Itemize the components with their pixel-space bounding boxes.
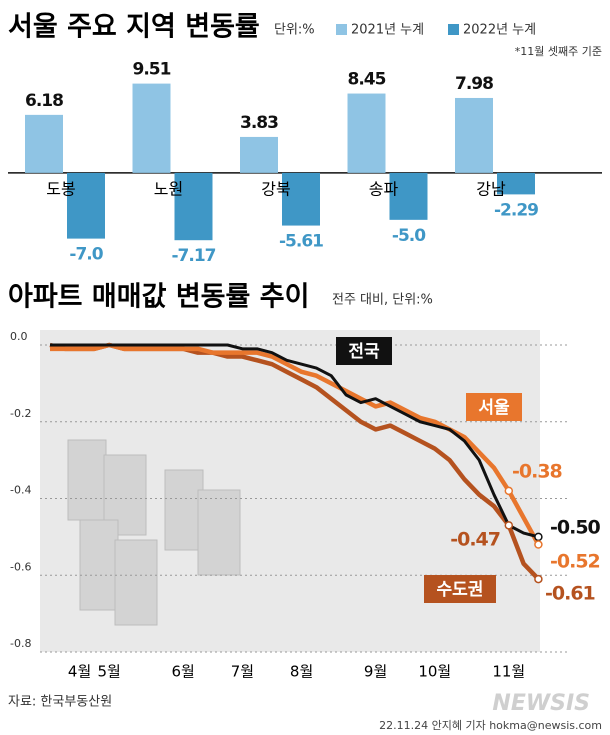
x-tick-label: 강남 xyxy=(476,179,506,198)
value-label: -5.0 xyxy=(392,226,426,246)
legend-box xyxy=(424,575,496,603)
value-label: 8.45 xyxy=(348,70,386,90)
value-label: 6.18 xyxy=(25,91,63,111)
x-tick-label: 노원 xyxy=(154,179,183,198)
watermark: NEWSIS xyxy=(492,691,590,716)
bar xyxy=(240,136,278,173)
y-tick-label: -0.6 xyxy=(10,560,31,573)
building xyxy=(164,469,204,551)
value-label: 9.51 xyxy=(133,60,171,80)
source: 자료: 한국부동산원 xyxy=(8,695,112,710)
legend-label: 2021년 누계 xyxy=(351,23,424,38)
legend-box xyxy=(336,337,392,365)
line xyxy=(50,343,539,539)
x-tick-label: 도봉 xyxy=(46,179,75,198)
x-tick-label: 11월 xyxy=(492,663,525,681)
x-tick-label: 10월 xyxy=(418,663,451,681)
bar xyxy=(497,172,535,195)
credit: 22.11.24 안지혜 기자 hokma@newsis.com xyxy=(379,719,602,732)
x-tick-label: 송파 xyxy=(369,179,399,198)
point xyxy=(534,574,543,584)
chart-title: 서울 주요 지역 변동률 xyxy=(8,12,260,43)
value-label: 7.98 xyxy=(455,74,493,94)
building xyxy=(79,519,119,611)
buildings xyxy=(67,439,241,626)
note: *11월 셋째주 기준 xyxy=(515,45,602,58)
value-label: -7.17 xyxy=(172,246,216,266)
y-tick-label: -0.2 xyxy=(10,407,31,420)
legend-label: 전국 xyxy=(348,342,380,362)
chart-title: 아파트 매매값 변동률 추이 xyxy=(8,282,309,313)
legend-box xyxy=(466,393,522,421)
y-tick-label: 0.0 xyxy=(10,330,28,343)
value-label: -0.38 xyxy=(512,461,563,483)
x-tick-label: 8월 xyxy=(290,663,313,681)
value-label: -0.61 xyxy=(545,583,595,605)
point xyxy=(534,540,543,549)
legend-swatch xyxy=(336,24,347,35)
point xyxy=(504,486,514,496)
point xyxy=(534,532,543,542)
bar xyxy=(282,172,320,226)
value-label: 3.83 xyxy=(240,113,278,133)
x-tick-label: 4월 xyxy=(68,663,91,681)
value-label: -5.61 xyxy=(279,232,323,252)
x-tick-label: 9월 xyxy=(364,663,387,681)
bar xyxy=(67,172,105,239)
point xyxy=(504,521,514,530)
building xyxy=(197,489,241,576)
line xyxy=(50,342,541,546)
legend-label: 수도권 xyxy=(437,580,484,600)
bar xyxy=(347,93,386,173)
legend-label: 서울 xyxy=(478,398,510,418)
unit: 단위:% xyxy=(274,23,315,38)
value-label: -7.0 xyxy=(69,245,103,265)
bar xyxy=(389,172,428,220)
x-tick-label: 7월 xyxy=(231,663,254,681)
value-label: -2.29 xyxy=(494,200,538,220)
legend-label: 2022년 누계 xyxy=(463,23,536,38)
value-label: -0.47 xyxy=(450,529,500,551)
building xyxy=(114,539,158,626)
legend-swatch xyxy=(448,24,459,35)
building xyxy=(67,439,107,521)
y-tick-label: -0.4 xyxy=(10,484,31,497)
x-tick-label: 5월 xyxy=(98,663,121,681)
subtitle: 전주 대비, 단위:% xyxy=(332,293,433,308)
x-tick-label: 6월 xyxy=(172,663,195,681)
x-tick-label: 강북 xyxy=(261,179,290,198)
bar xyxy=(25,114,63,173)
bar xyxy=(174,172,213,241)
y-tick-label: -0.8 xyxy=(10,637,31,650)
value-label: -0.50 xyxy=(550,517,601,539)
bar xyxy=(132,83,171,173)
value-label: -0.52 xyxy=(550,551,600,573)
bar xyxy=(455,97,493,173)
